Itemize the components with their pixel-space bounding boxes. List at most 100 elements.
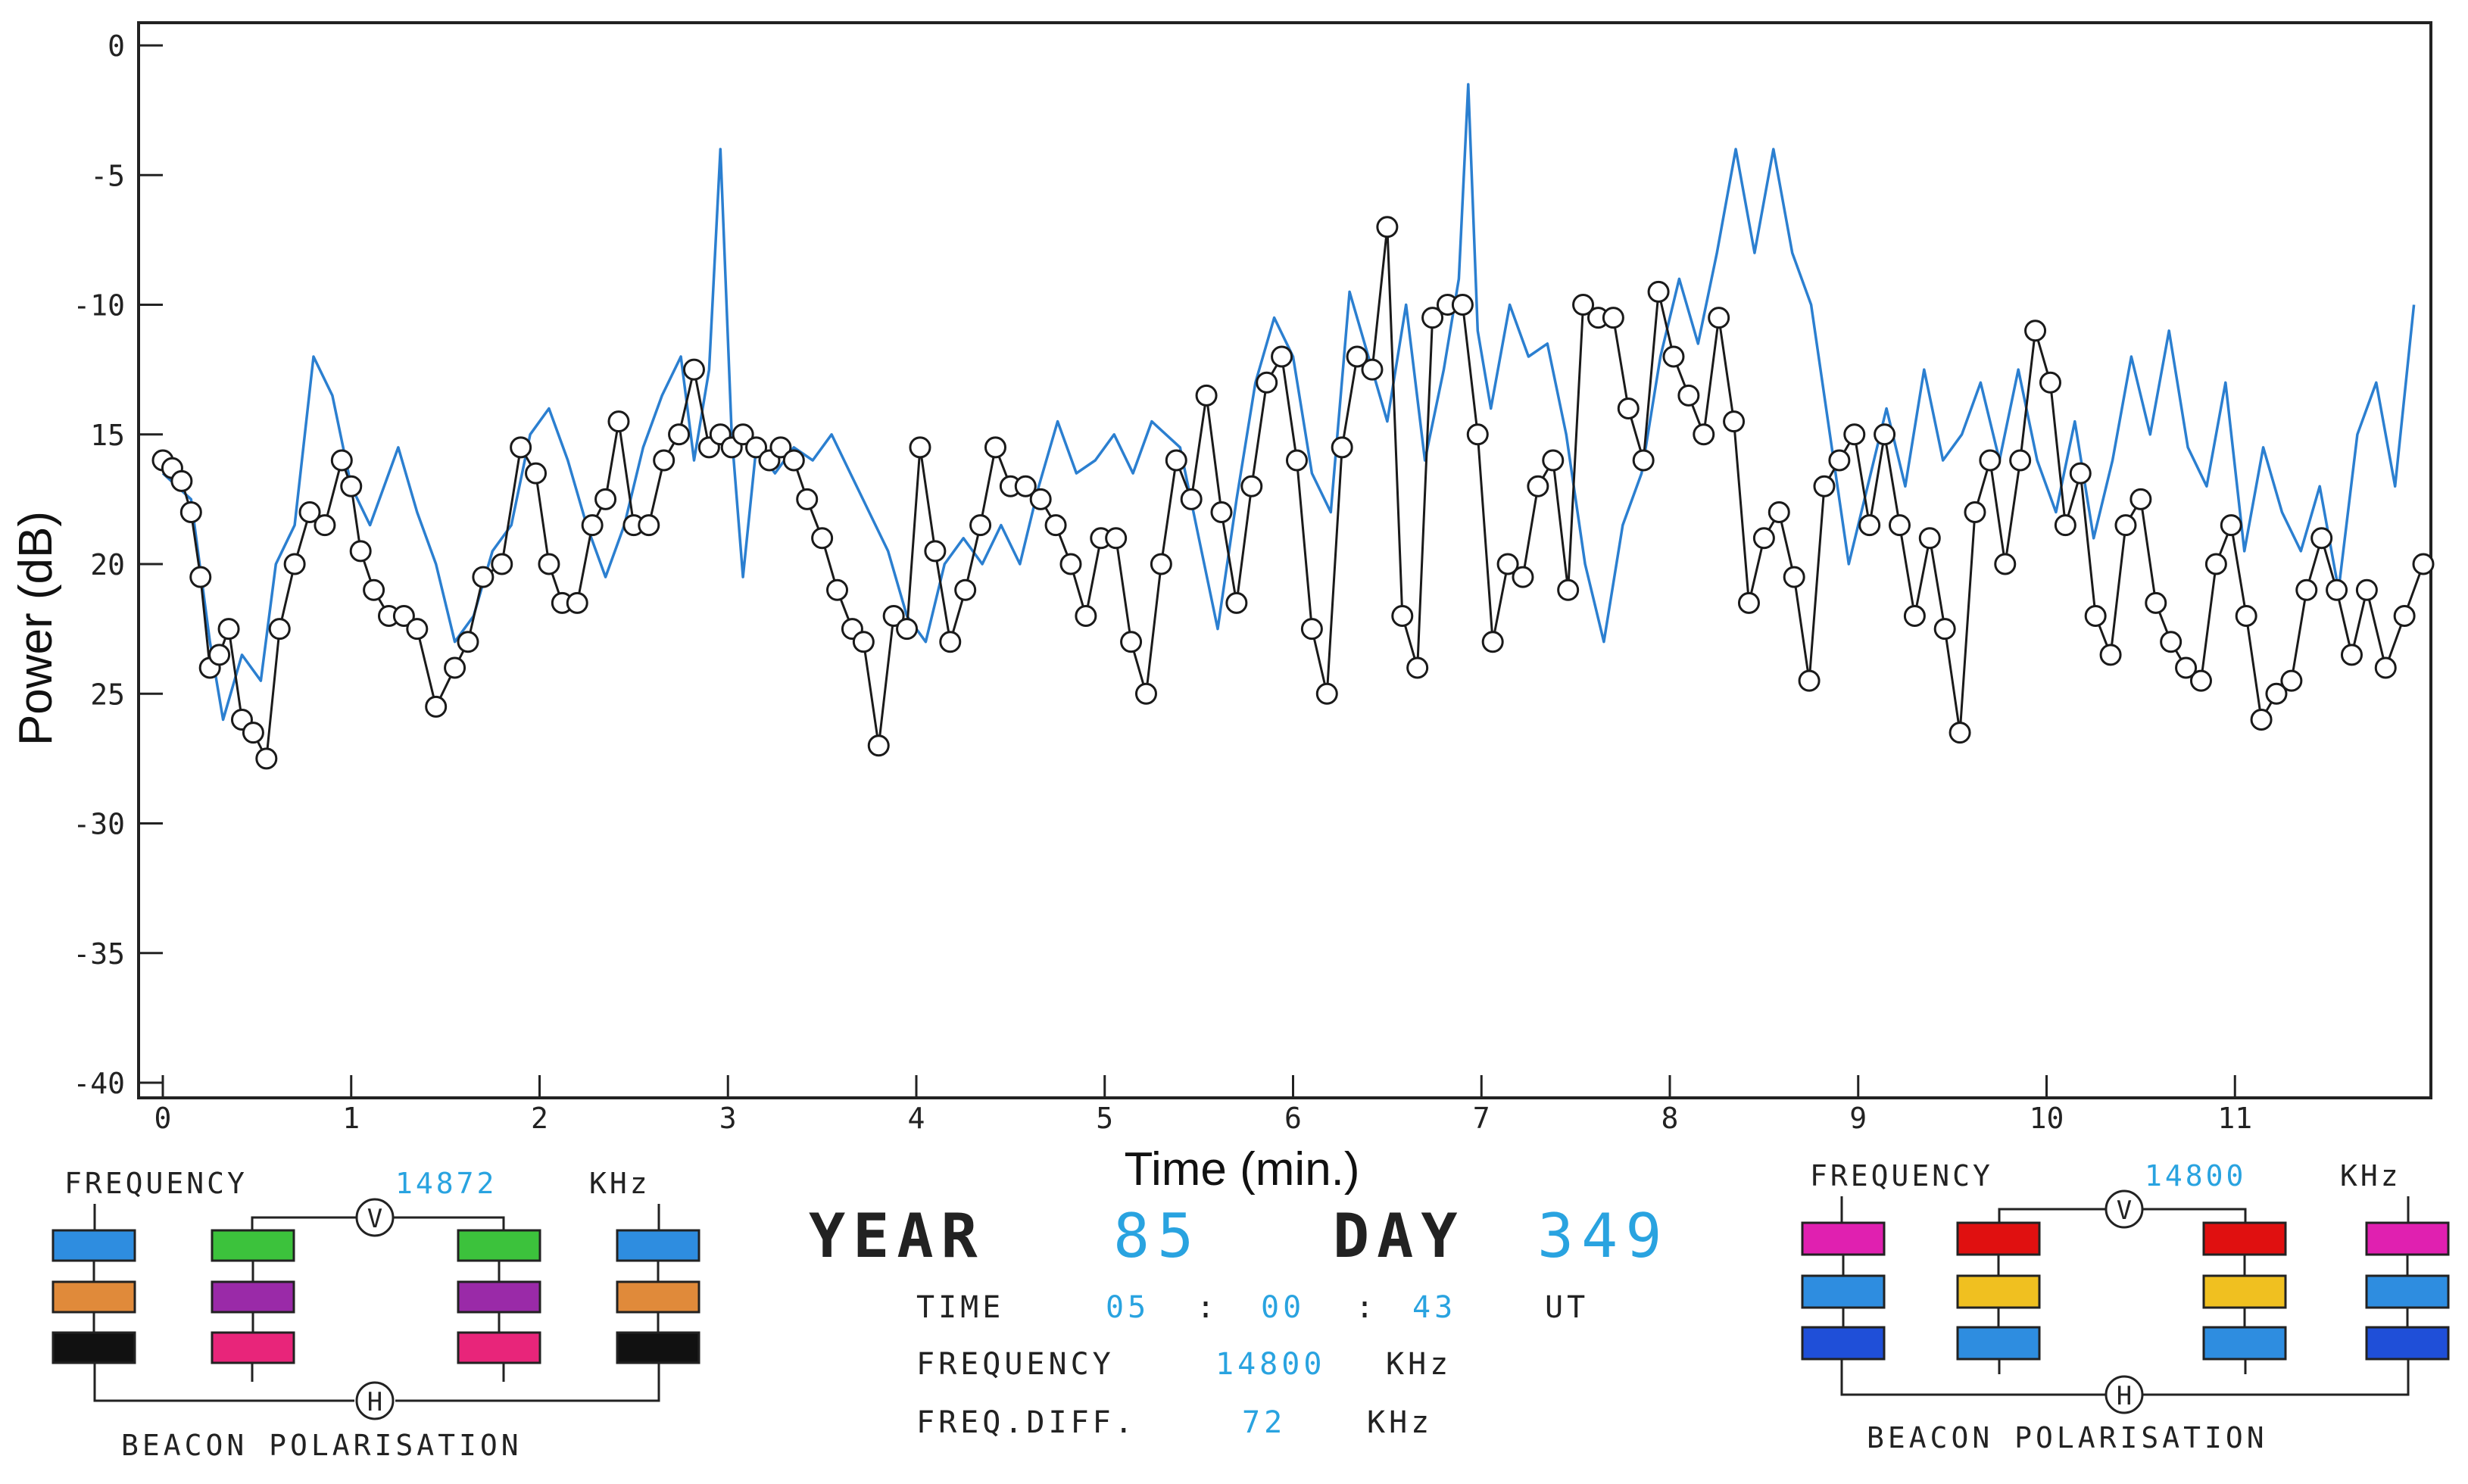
data-point-marker <box>2009 449 2032 472</box>
signal-block <box>211 1229 295 1262</box>
left-v-label: V <box>367 1204 382 1234</box>
data-point-marker <box>1120 631 1143 653</box>
data-point-marker <box>1240 475 1263 497</box>
data-point-marker <box>2204 553 2227 575</box>
data-point-marker <box>2250 709 2273 731</box>
year-value: 85 <box>1113 1201 1201 1271</box>
right-v-label: V <box>2117 1196 2132 1226</box>
data-point-marker <box>491 553 513 575</box>
series-line-blue <box>161 83 2416 722</box>
data-point-marker <box>189 566 212 588</box>
data-point-marker <box>268 618 291 641</box>
data-point-marker <box>1421 307 1444 329</box>
data-point-marker <box>1512 566 1534 588</box>
data-point-marker <box>217 618 240 641</box>
series-layer <box>151 83 2435 770</box>
data-point-marker <box>2235 605 2257 627</box>
y-tick-label: -35 <box>73 937 125 971</box>
x-tick-label: 7 <box>1473 1102 1490 1135</box>
data-point-marker <box>1271 345 1293 368</box>
data-point-marker <box>1572 294 1595 316</box>
x-tick-label: 8 <box>1661 1102 1679 1135</box>
data-point-marker <box>2310 527 2333 550</box>
data-point-marker <box>1632 449 1655 472</box>
data-point-marker <box>1768 501 1790 523</box>
data-point-marker <box>1933 618 1956 641</box>
data-point-marker <box>1466 423 1489 446</box>
signal-block <box>1956 1326 2041 1361</box>
data-point-marker <box>1737 591 1760 614</box>
left-frequency-label: FREQUENCY <box>64 1167 248 1200</box>
data-point-marker <box>1783 566 1805 588</box>
data-point-marker <box>2129 488 2152 510</box>
data-point-marker <box>954 578 977 601</box>
signal-block <box>1801 1274 1886 1309</box>
time-zone: UT <box>1545 1290 1589 1325</box>
data-point-marker <box>1542 449 1565 472</box>
data-point-marker <box>594 488 617 510</box>
data-point-marker <box>969 514 992 537</box>
data-point-marker <box>852 631 875 653</box>
data-point-marker <box>208 644 231 666</box>
x-axis-ticks: 0 1 2 3 4 5 6 7 8 9 10 11 <box>154 1075 2252 1135</box>
data-point-marker <box>1964 501 1986 523</box>
data-point-marker <box>1858 514 1881 537</box>
data-point-marker <box>340 475 363 497</box>
data-point-marker <box>1134 682 1157 705</box>
data-point-marker <box>472 566 495 588</box>
data-point-marker <box>2340 644 2363 666</box>
data-point-marker <box>1165 449 1187 472</box>
data-point-marker <box>1979 449 2002 472</box>
data-point-marker <box>2412 553 2435 575</box>
data-point-marker <box>1527 475 1549 497</box>
right-v-node <box>2105 1189 2144 1229</box>
y-tick-label: 25 <box>90 678 125 711</box>
data-point-marker <box>782 449 805 472</box>
data-point-marker <box>1647 280 1670 303</box>
right-wiring <box>1840 1196 2410 1396</box>
data-point-marker <box>1180 488 1203 510</box>
signal-block <box>2202 1274 2287 1309</box>
signal-block <box>1801 1221 1886 1256</box>
data-point-marker <box>1361 358 1384 381</box>
day-label: DAY <box>1333 1201 1465 1271</box>
data-point-marker <box>1496 553 1519 575</box>
data-point-marker <box>1798 669 1821 692</box>
data-point-marker <box>179 501 202 523</box>
data-point-marker <box>882 605 905 627</box>
signal-block <box>2365 1221 2450 1256</box>
data-point-marker <box>2393 605 2416 627</box>
y-tick-label: -30 <box>73 808 125 841</box>
right-frequency-value: 14800 <box>2145 1159 2246 1192</box>
right-h-label: H <box>2117 1381 2132 1411</box>
data-point-marker <box>425 695 448 718</box>
left-wiring <box>93 1204 660 1402</box>
x-tick-label: 6 <box>1284 1102 1302 1135</box>
right-h-node <box>2105 1375 2144 1414</box>
data-point-marker <box>1813 475 1836 497</box>
signal-block <box>211 1331 295 1364</box>
signal-block <box>616 1229 700 1262</box>
left-h-node <box>355 1381 395 1420</box>
data-point-marker <box>939 631 962 653</box>
data-point-marker <box>1888 514 1911 537</box>
signal-block <box>2202 1221 2287 1256</box>
data-point-marker <box>1014 475 1037 497</box>
data-point-marker <box>1044 514 1067 537</box>
data-point-marker <box>363 578 385 601</box>
x-tick-label: 2 <box>531 1102 548 1135</box>
data-point-marker <box>2039 371 2061 394</box>
data-point-marker <box>1828 449 1851 472</box>
data-point-marker <box>811 527 834 550</box>
left-h-label: H <box>367 1387 382 1417</box>
center-info: YEAR 85 DAY 349 TIME 05 : 00 : 43 UT FRE… <box>809 1201 1662 1440</box>
x-tick-label: 1 <box>342 1102 360 1135</box>
center-frequency-value: 14800 <box>1215 1347 1325 1382</box>
data-point-marker <box>330 449 353 472</box>
data-point-marker <box>1225 591 1248 614</box>
data-point-marker <box>682 358 705 381</box>
data-point-marker <box>1150 553 1172 575</box>
data-point-marker <box>1557 578 1580 601</box>
data-point-marker <box>2326 578 2348 601</box>
y-tick-label: -40 <box>73 1067 125 1100</box>
